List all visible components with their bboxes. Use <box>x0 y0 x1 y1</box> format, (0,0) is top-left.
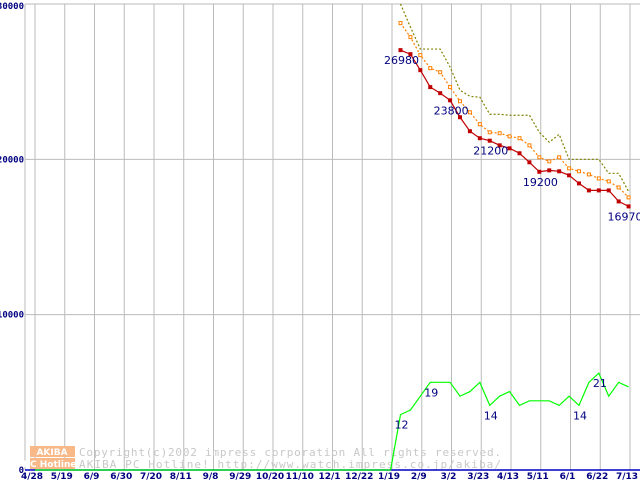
x-tick-label: 7/13 <box>616 472 638 480</box>
logo-top-box <box>30 446 75 457</box>
watermark: AKIBA PC Hotline! Copyright(c)2002 impre… <box>23 446 501 471</box>
price-min-point <box>507 146 512 151</box>
price-min-point <box>577 181 581 186</box>
x-tick-label: 12/22 <box>345 472 373 480</box>
price-average-point <box>408 35 413 40</box>
logo-top-text: AKIBA <box>36 448 67 458</box>
copyright-text: Copyright(c)2002 impress corporation All… <box>79 446 501 459</box>
price-min-point <box>458 115 462 120</box>
price-average-point <box>398 21 403 26</box>
x-tick-label: 6/30 <box>110 472 132 480</box>
price-average-point <box>418 53 423 58</box>
price-average-point <box>477 122 482 127</box>
x-tick-label: 4/28 <box>21 472 43 480</box>
x-tick-label: 7/20 <box>140 472 162 480</box>
price-min-data-label: 26980 <box>384 54 419 67</box>
price-average-point <box>448 85 453 90</box>
price-min-data-label: 23800 <box>434 104 469 117</box>
price-average-point <box>428 66 433 71</box>
price-average-point <box>606 179 611 184</box>
price-min-point <box>418 68 423 73</box>
logo-bottom-box <box>30 458 75 469</box>
price-average-point <box>527 143 532 148</box>
shop-count-line <box>35 372 629 471</box>
price-average-point <box>557 155 562 160</box>
shop-count-data-label: 14 <box>484 409 498 422</box>
price-average-point <box>596 176 601 181</box>
x-tick-label: 9/29 <box>229 472 251 480</box>
price-average-point <box>586 172 591 177</box>
y-tick-label: 10000 <box>0 311 24 321</box>
x-tick-label: 1/19 <box>378 472 400 480</box>
x-tick-label: 4/13 <box>497 472 519 480</box>
x-tick-label: 5/11 <box>527 472 549 480</box>
shop-count-data-label: 21 <box>593 377 607 390</box>
price-min-line <box>400 49 629 207</box>
price-min-point <box>497 143 502 148</box>
x-tick-label: 3/2 <box>441 472 457 480</box>
x-tick-label: 9/8 <box>203 472 219 480</box>
x-tick-label: 6/1 <box>560 472 576 480</box>
price-min-point <box>448 98 453 103</box>
price-max-line <box>399 3 630 192</box>
shop-count-data-label: 19 <box>424 386 438 399</box>
series-layer <box>35 3 631 471</box>
price-min-point <box>438 91 443 96</box>
price-min-point <box>557 169 562 174</box>
price-min-point <box>606 188 611 193</box>
y-tick-label: 30000 <box>0 2 24 12</box>
price-min-point <box>567 173 572 178</box>
price-average-point <box>547 159 552 164</box>
price-average-point <box>458 99 462 104</box>
price-min-point <box>408 52 413 57</box>
price-min-point <box>517 151 522 156</box>
x-tick-label: 2/9 <box>411 472 427 480</box>
x-tick-label: 12/1 <box>318 472 340 480</box>
x-tick-label: 11/10 <box>286 472 314 480</box>
price-min-point <box>616 199 621 204</box>
x-tick-label: 3/23 <box>467 472 489 480</box>
price-min-data-label: 16970 <box>608 210 640 223</box>
price-min-point <box>537 169 542 174</box>
shop-count-data-label: 12 <box>395 419 409 432</box>
price-min-point <box>428 85 433 90</box>
price-average-point <box>537 155 542 160</box>
price-min-point <box>596 188 601 193</box>
price-average-point <box>497 131 502 136</box>
shop-count-data-label: 14 <box>573 409 587 422</box>
price-min-data-label: 21200 <box>473 145 508 158</box>
price-min-data-label: 19200 <box>523 176 558 189</box>
price-average-point <box>487 130 492 135</box>
price-average-point <box>438 70 443 75</box>
grid <box>24 3 640 470</box>
x-tick-label: 8/11 <box>170 472 192 480</box>
price-average-point <box>626 195 631 200</box>
price-average-point <box>467 110 472 115</box>
price-min-point <box>487 138 492 143</box>
price-average-point <box>616 185 621 190</box>
price-min-point <box>477 136 482 141</box>
y-tick-label: 20000 <box>0 155 24 165</box>
price-min-point <box>467 129 472 134</box>
logo-bottom-text: PC Hotline! <box>23 460 80 470</box>
data-labels: 26980 23800 21200 19200 16970 12 19 14 14 21 <box>384 54 640 431</box>
x-tick-label: 10/20 <box>256 472 284 480</box>
price-average-point <box>517 136 522 141</box>
site-url-text: AKIBA PC Hotline! http://www.watch.impre… <box>79 458 501 471</box>
price-min-point <box>398 48 403 53</box>
price-min-point <box>586 188 591 193</box>
price-min-point <box>547 168 552 173</box>
price-average-point <box>567 166 572 171</box>
price-min-point <box>626 204 631 209</box>
price-average-point <box>577 169 581 174</box>
y-tick-label: 0 <box>19 466 24 476</box>
x-tick-label: 5/19 <box>51 472 73 480</box>
x-tick-label: 6/22 <box>586 472 608 480</box>
price-average-point <box>507 134 512 139</box>
price-min-point <box>527 160 532 165</box>
x-tick-label: 6/9 <box>84 472 100 480</box>
